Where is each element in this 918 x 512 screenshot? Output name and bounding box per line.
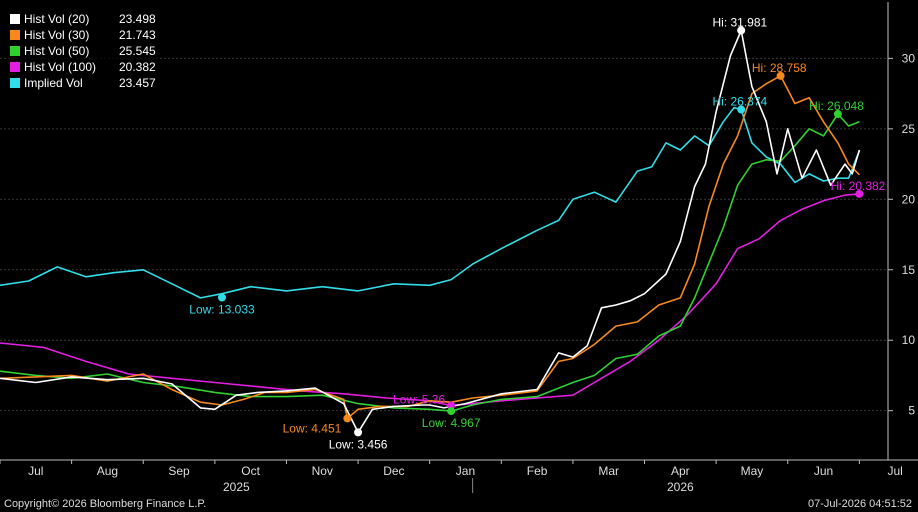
annotation-label: Hi: 20.382 [831, 179, 886, 193]
x-tick-label: May [741, 464, 764, 478]
x-tick-label: Apr [671, 464, 690, 478]
annotation-label: Low: 3.456 [329, 437, 388, 451]
year-label: 2025 [223, 480, 250, 494]
annotation-label: Hi: 28.758 [752, 61, 807, 75]
series-line [0, 113, 860, 412]
annotation-label: Low: 13.033 [189, 303, 255, 317]
legend-last-value: 23.457 [119, 76, 156, 90]
y-tick-label: 15 [902, 263, 916, 277]
x-tick-label: Feb [527, 464, 548, 478]
annotation-label: Low: 4.451 [283, 421, 342, 435]
series-line [0, 75, 860, 420]
annotation-marker [343, 414, 352, 423]
annotation-marker [737, 26, 746, 35]
y-tick-label: 25 [902, 122, 916, 136]
series-line [0, 29, 861, 434]
grid-lines [0, 57, 888, 412]
y-tick-label: 5 [908, 404, 915, 418]
legend-series-name: Hist Vol (100) [24, 60, 97, 74]
series-line [0, 193, 860, 407]
legend-series-name: Hist Vol (30) [24, 28, 90, 42]
legend: Hist Vol (20) 23.498 Hist Vol (30) 21.74… [6, 9, 160, 93]
x-tick-label: Jan [456, 464, 475, 478]
x-tick-label: Nov [312, 464, 333, 478]
annotation-label: Hi: 31.981 [712, 15, 767, 29]
series-line [0, 106, 861, 299]
annotation-marker [776, 71, 785, 80]
annotation-marker [218, 293, 226, 302]
annotation-marker [855, 189, 864, 198]
timestamp-text: 07-Jul-2026 04:51:52 [808, 498, 912, 510]
x-tick-label: Jun [814, 464, 833, 478]
copyright-text: Copyright© 2026 Bloomberg Finance L.P. [4, 498, 207, 510]
annotation-label: Low: 4.967 [422, 416, 481, 430]
series-lines [0, 29, 861, 434]
annotations: Hi: 31.981 Hi: 28.758 Hi: 26.048 Hi: 20.382… [189, 15, 885, 451]
legend-item: Hist Vol (30) 21.743 [10, 27, 156, 43]
y-tick-label: 30 [902, 51, 916, 65]
legend-item: Hist Vol (20) 23.498 [10, 11, 156, 27]
y-tick-label: 20 [902, 192, 916, 206]
legend-item: Implied Vol 23.457 [10, 75, 156, 91]
annotation-label: Low: 5.36 [393, 393, 445, 407]
legend-series-name: Implied Vol [24, 76, 83, 90]
x-tick-label: Oct [241, 464, 260, 478]
legend-swatch [10, 62, 20, 72]
legend-item: Hist Vol (100) 20.382 [10, 59, 156, 75]
annotation-label: Hi: 26.374 [712, 95, 767, 109]
y-tick-label: 10 [902, 333, 916, 347]
x-tick-label: Jul [887, 464, 902, 478]
annotation-marker [447, 407, 456, 416]
year-label: 2026 [667, 480, 694, 494]
legend-last-value: 20.382 [119, 60, 156, 74]
x-tick-label: Mar [598, 464, 619, 478]
annotation-marker [737, 105, 746, 114]
legend-last-value: 21.743 [119, 28, 156, 42]
x-tick-label: Jul [28, 464, 43, 478]
legend-swatch [10, 30, 20, 40]
legend-swatch [10, 78, 20, 88]
legend-item: Hist Vol (50) 25.545 [10, 43, 156, 59]
legend-series-name: Hist Vol (50) [24, 44, 90, 58]
x-tick-label: Aug [97, 464, 118, 478]
annotation-marker [833, 110, 842, 119]
annotation-marker [447, 401, 456, 410]
legend-swatch [10, 14, 20, 24]
legend-last-value: 23.498 [119, 12, 156, 26]
annotation-label: Hi: 26.048 [809, 99, 864, 113]
legend-last-value: 25.545 [119, 44, 156, 58]
legend-series-name: Hist Vol (20) [24, 12, 90, 26]
x-tick-label: Dec [383, 464, 404, 478]
x-tick-label: Sep [168, 464, 190, 478]
annotation-marker [354, 428, 363, 437]
legend-swatch [10, 46, 20, 56]
